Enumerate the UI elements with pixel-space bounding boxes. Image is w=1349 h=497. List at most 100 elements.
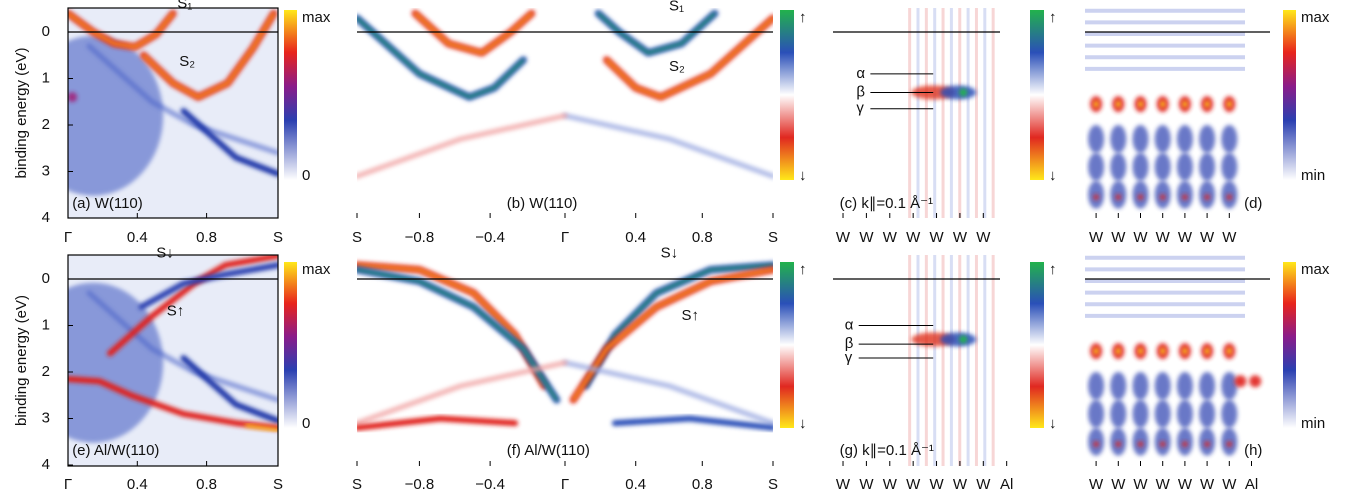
spot [1137,194,1144,201]
x-tick-label: W [1156,229,1171,246]
spot [1110,399,1127,428]
x-tick-label: W [836,229,851,246]
y-tick-label: 3 [42,409,50,426]
band [357,14,527,101]
spot [1110,152,1127,181]
y-tick-label: 0 [42,270,50,287]
x-tick-label: W [1156,476,1171,493]
band-label: S₂ [179,53,195,70]
spot [1221,124,1238,153]
band [142,12,275,99]
panel-caption: (g) k∥=0.1 Å⁻¹ [840,442,934,459]
band-label: γ [856,100,864,117]
x-tick-label: S [768,476,778,493]
x-tick-label: −0.8 [405,229,435,246]
x-tick-label: 0.8 [196,229,217,246]
frame [67,254,279,467]
stripe [958,255,962,466]
stripe [974,255,978,466]
stripe [966,255,970,466]
x-tick-label: S [273,229,283,246]
x-tick-label: Γ [561,476,569,493]
stripe [1085,267,1245,272]
band [357,113,568,179]
x-tick-label: W [929,476,944,493]
spot [1132,371,1149,400]
band-label: S↓ [156,244,174,261]
band [584,264,773,387]
spot [959,335,968,344]
x-tick-label: W [859,229,874,246]
colorbar-bottom: ↓ [799,415,807,432]
colorbar-bottom: 0 [302,415,310,432]
panel: Γ 0.4 0.8 S S↓ S↑ (e) Al/W(110) max 0 [64,244,331,493]
spot [1181,194,1188,201]
x-tick-label: 0.4 [625,476,646,493]
colorbar [284,262,297,428]
spot [1132,124,1149,153]
panel-caption: (c) k∥=0.1 Å⁻¹ [840,195,933,212]
stripe [1085,255,1245,260]
band [180,108,278,177]
x-tick-label: W [906,476,921,493]
band [605,17,773,99]
x-tick-label: W [976,229,991,246]
spot [1199,152,1216,181]
band [86,290,278,403]
colorbar-top: ↑ [1049,261,1057,278]
x-tick-label: W [953,476,968,493]
panel-caption: (h) [1244,442,1262,459]
spot [1199,399,1216,428]
spot [1088,152,1105,181]
colorbar [1283,262,1296,428]
x-tick-label: W [883,476,898,493]
colorbar-top: max [1301,261,1330,278]
band-label: γ [845,349,853,366]
spot [1199,371,1216,400]
band [562,113,773,179]
y-tick-label: 1 [42,69,50,86]
spot [1115,441,1122,448]
x-tick-label: W [1222,476,1237,493]
heatmap [1085,8,1245,209]
colorbar [780,262,794,428]
spot [1094,101,1099,108]
y-tick-label: 4 [42,209,50,226]
spot [1199,124,1216,153]
stripe [949,255,953,466]
spot [1159,441,1166,448]
stripe [1085,66,1245,71]
spot [1154,399,1171,428]
spot [1088,124,1105,153]
x-tick-label: W [1200,476,1215,493]
colorbar-bottom: min [1301,167,1325,184]
band-label: S₁ [177,0,192,12]
panel: S −0.8 −0.4 Γ 0.4 0.8 S S↓ S↑ (f) Al/W(110) ↑ ↓ [352,244,807,493]
spot [940,332,977,347]
colorbar-top: max [302,9,331,26]
spot [1205,101,1210,108]
band [86,43,278,156]
stripe [908,8,912,218]
spot [1154,124,1171,153]
x-tick-label: W [1089,476,1104,493]
spot [1160,348,1165,355]
band [611,415,773,431]
band [180,355,278,424]
spot [959,88,968,97]
y-tick-label: 4 [42,456,50,473]
x-tick-label: W [1111,229,1126,246]
spot [1116,348,1121,355]
stripe [924,255,928,466]
spot [1204,194,1211,201]
x-tick-label: W [1222,229,1237,246]
spot [1154,152,1171,181]
band [357,360,568,426]
heatmap [68,8,278,218]
colorbar-top: ↑ [799,9,807,26]
frame [67,7,279,219]
spot [1159,194,1166,201]
colorbar [284,10,297,180]
spot [1094,348,1099,355]
